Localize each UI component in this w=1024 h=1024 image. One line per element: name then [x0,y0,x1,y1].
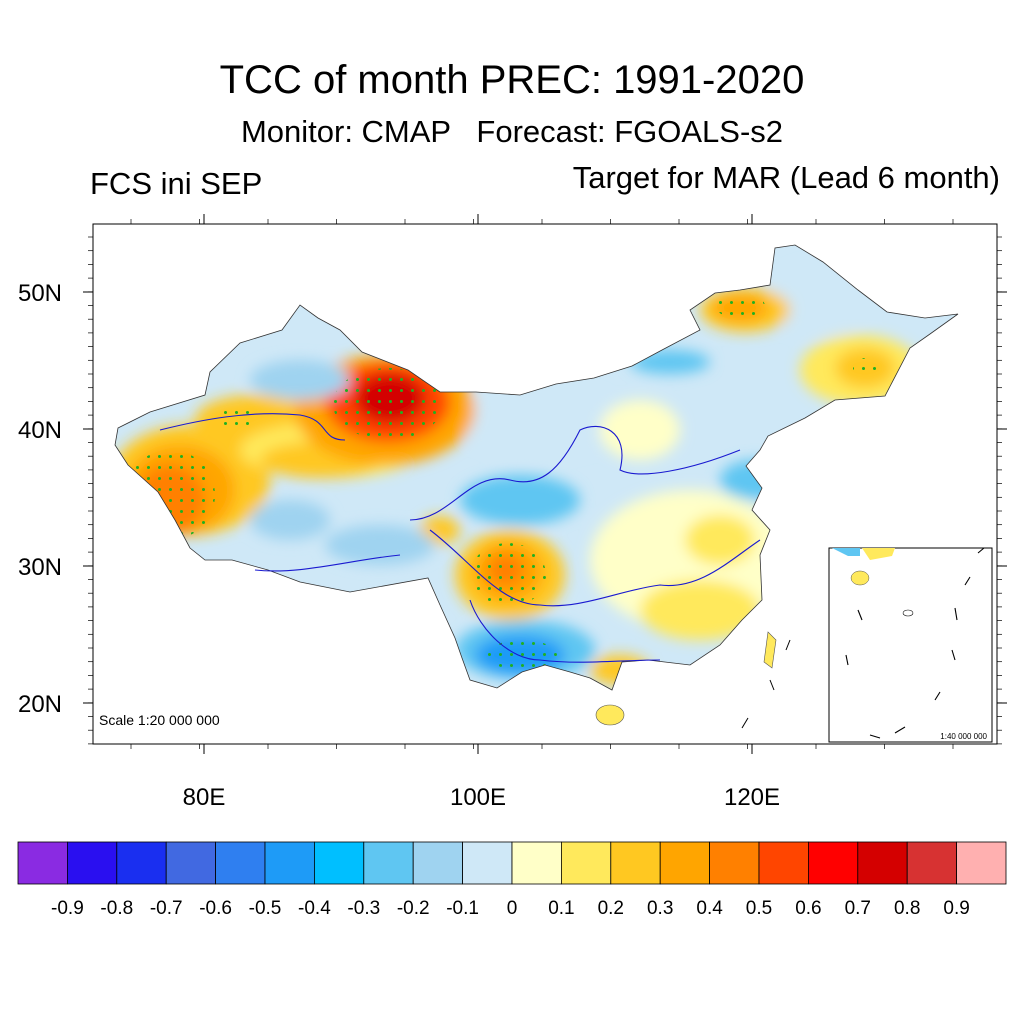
colorbar-swatch [67,841,118,885]
colorbar-label: -0.1 [446,898,479,919]
colorbar-swatch [116,841,167,885]
scale-label: Scale 1:20 000 000 [99,712,220,728]
colorbar-swatch [758,841,809,885]
colorbar-swatch [165,841,216,885]
island-taiwan [763,631,777,669]
colorbar-label: 0.6 [795,898,821,919]
colorbar-swatch [363,841,414,885]
colorbar-label: 0.5 [746,898,772,919]
colorbar-swatch [808,841,859,885]
inset-scale-label: 1:40 000 000 [940,732,987,741]
colorbar-label: -0.2 [397,898,430,919]
colorbar-swatch [412,841,464,885]
colorbar-label: 0.8 [894,898,920,919]
colorbar-swatch [215,841,266,885]
colorbar: -0.9 -0.8 -0.7 -0.6 -0.5 -0.4 -0.3 -0.2 -0.1 0 0.1… [17,841,1007,919]
colorbar-label: -0.4 [298,898,331,919]
colorbar-swatch [264,841,315,885]
colorbar-label: -0.5 [249,898,282,919]
coast-dashes [741,639,791,729]
lat-label: 50N [18,280,62,307]
colorbar-swatch [610,841,661,885]
chart-title: TCC of month PREC: 1991-2020 [219,58,805,102]
lat-label: 20N [18,691,62,718]
country-outline [114,244,959,691]
colorbar-label: -0.9 [51,898,84,919]
lon-label: 100E [450,784,506,811]
colorbar-swatch [709,841,760,885]
chart-subtitle: Monitor: CMAP Forecast: FGOALS-s2 [240,114,784,149]
significance-stippling [125,294,877,670]
lon-label: 80E [183,784,226,811]
colorbar-label: 0.9 [943,898,969,919]
lat-label: 30N [18,554,62,581]
lon-label: 120E [724,784,780,811]
lat-label: 40N [18,417,62,444]
init-label: FCS ini SEP [90,166,263,201]
island-hainan [595,704,625,726]
map-axes: 50N 40N 30N 20N 80E 100E 120E [18,214,1007,811]
colorbar-label: 0.2 [598,898,624,919]
colorbar-label: 0.3 [647,898,673,919]
colorbar-label: -0.8 [100,898,133,919]
colorbar-label: 0.4 [696,898,723,919]
colorbar-swatch [17,841,68,885]
colorbar-label: -0.6 [199,898,232,919]
colorbar-swatch [511,841,562,885]
colorbar-swatch [561,841,612,885]
colorbar-swatch [857,841,908,885]
colorbar-swatch [906,841,958,885]
colorbar-swatch [956,841,1007,885]
rivers [159,413,761,663]
south-china-sea-inset: 1:40 000 000 [828,547,993,743]
colorbar-label: -0.3 [347,898,380,919]
colorbar-label: -0.7 [150,898,183,919]
colorbar-swatch [462,841,513,885]
colorbar-label: 0.7 [845,898,871,919]
colorbar-label: 0 [507,898,518,919]
colorbar-swatch [313,841,365,885]
colorbar-swatch [659,841,711,885]
target-label: Target for MAR (Lead 6 month) [572,160,1000,195]
colorbar-label: 0.1 [548,898,574,919]
